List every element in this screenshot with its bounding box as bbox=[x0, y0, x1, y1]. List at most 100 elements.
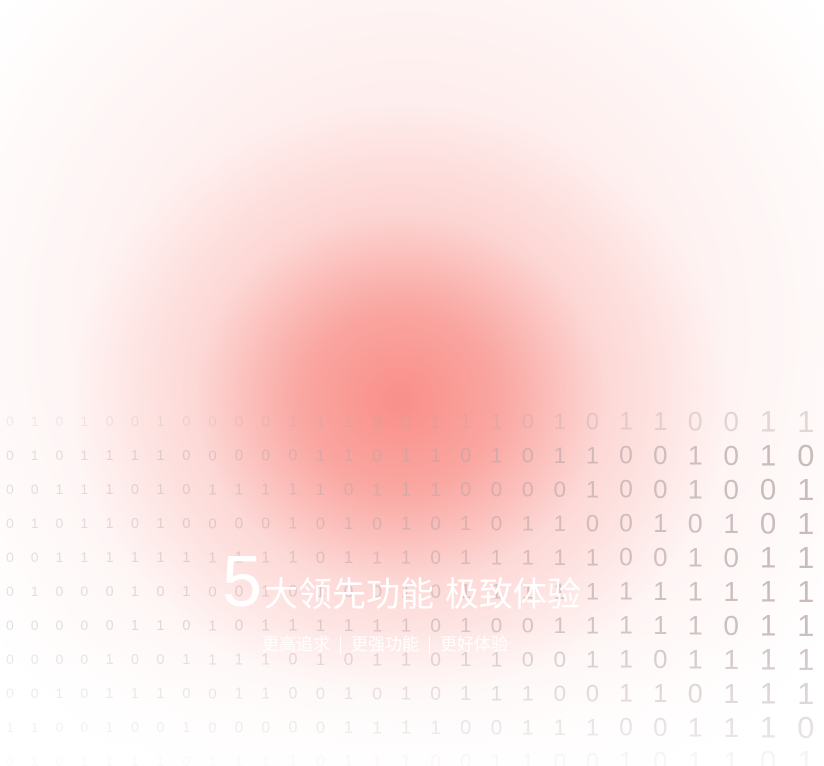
binary-digit: 0 bbox=[31, 481, 39, 497]
binary-digit: 0 bbox=[208, 719, 216, 736]
binary-digit: 0 bbox=[430, 582, 441, 603]
binary-digit: 1 bbox=[261, 482, 270, 499]
binary-digit: 1 bbox=[106, 550, 114, 566]
binary-digit: 1 bbox=[156, 448, 164, 464]
binary-digit: 1 bbox=[401, 615, 411, 636]
binary-digit: 1 bbox=[235, 651, 244, 668]
binary-digit: 0 bbox=[723, 440, 739, 471]
binary-digit: 1 bbox=[131, 584, 139, 600]
feature-label-3: 更好体验 bbox=[440, 635, 508, 655]
binary-digit: 0 bbox=[372, 581, 382, 601]
binary-digit: 1 bbox=[261, 550, 270, 567]
binary-digit: 0 bbox=[208, 583, 216, 600]
binary-digit: 1 bbox=[401, 547, 411, 568]
binary-digit: 1 bbox=[586, 613, 599, 639]
binary-digit: 1 bbox=[491, 750, 503, 766]
binary-digit: 1 bbox=[80, 413, 88, 429]
binary-digit: 1 bbox=[688, 746, 703, 766]
binary-digit: 0 bbox=[460, 717, 471, 739]
binary-digit: 0 bbox=[401, 411, 411, 432]
binary-digit: 0 bbox=[182, 754, 190, 766]
binary-digit: 0 bbox=[288, 447, 297, 465]
binary-digit: 1 bbox=[372, 479, 382, 499]
binary-digit: 1 bbox=[208, 753, 216, 766]
binary-digit: 0 bbox=[797, 438, 814, 473]
binary-digit: 0 bbox=[156, 720, 164, 736]
binary-digit: 1 bbox=[344, 513, 354, 533]
binary-digit: 1 bbox=[208, 481, 216, 498]
binary-digit: 1 bbox=[430, 446, 441, 467]
binary-digit: 0 bbox=[6, 549, 14, 565]
binary-digit: 1 bbox=[619, 749, 633, 766]
binary-digit: 1 bbox=[80, 515, 88, 531]
binary-digit: 0 bbox=[619, 443, 633, 470]
binary-digit: 1 bbox=[131, 448, 139, 464]
binary-digit: 0 bbox=[106, 618, 114, 634]
binary-digit: 1 bbox=[797, 506, 814, 541]
binary-digit: 1 bbox=[31, 753, 39, 766]
binary-digit: 1 bbox=[344, 411, 354, 431]
binary-digit: 1 bbox=[208, 651, 216, 668]
binary-digit: 0 bbox=[6, 753, 14, 766]
binary-digit: 0 bbox=[56, 617, 64, 633]
binary-digit: 1 bbox=[182, 720, 190, 736]
binary-digit: 1 bbox=[430, 718, 441, 739]
binary-digit: 0 bbox=[430, 514, 441, 535]
binary-digit: 1 bbox=[401, 513, 411, 534]
binary-digit: 1 bbox=[288, 515, 297, 533]
binary-digit: 1 bbox=[522, 511, 534, 536]
binary-digit: 0 bbox=[288, 719, 297, 737]
binary-digit: 1 bbox=[401, 479, 411, 500]
binary-digit: 0 bbox=[797, 710, 814, 745]
binary-digit: 0 bbox=[554, 749, 567, 766]
binary-digit: 1 bbox=[723, 508, 739, 539]
binary-digit: 0 bbox=[491, 614, 503, 637]
binary-digit: 1 bbox=[344, 547, 354, 567]
binary-digit: 0 bbox=[6, 685, 14, 701]
binary-digit: 1 bbox=[554, 545, 567, 570]
binary-digit: 0 bbox=[430, 684, 441, 705]
separator-2 bbox=[429, 636, 430, 654]
binary-digit: 1 bbox=[491, 410, 503, 433]
binary-digit: 0 bbox=[460, 751, 471, 766]
binary-digit: 0 bbox=[80, 685, 88, 701]
binary-digit: 1 bbox=[344, 717, 354, 737]
binary-digit: 0 bbox=[156, 652, 164, 668]
binary-digit: 0 bbox=[31, 617, 39, 633]
binary-digit: 0 bbox=[131, 414, 139, 430]
binary-digit: 0 bbox=[182, 516, 190, 532]
binary-digit: 1 bbox=[619, 613, 633, 640]
binary-digit: 0 bbox=[586, 409, 599, 435]
binary-digit: 1 bbox=[760, 439, 776, 472]
binary-digit: 0 bbox=[723, 406, 739, 437]
binary-digit: 1 bbox=[430, 480, 441, 501]
binary-digit: 0 bbox=[6, 583, 14, 599]
binary-digit: 1 bbox=[316, 480, 325, 499]
binary-digit: 0 bbox=[6, 617, 14, 633]
binary-digit: 0 bbox=[56, 719, 64, 735]
binary-digit: 1 bbox=[156, 482, 164, 498]
binary-digit: 1 bbox=[208, 549, 216, 566]
binary-digit: 1 bbox=[31, 447, 39, 463]
binary-digit: 1 bbox=[619, 681, 633, 708]
binary-digit: 0 bbox=[80, 583, 88, 599]
binary-digit: 0 bbox=[723, 474, 739, 505]
binary-digit: 1 bbox=[760, 711, 776, 744]
binary-digit: 0 bbox=[586, 749, 599, 766]
binary-digit: 0 bbox=[316, 548, 325, 567]
binary-digit: 0 bbox=[56, 753, 64, 766]
binary-digit: 1 bbox=[653, 578, 667, 606]
binary-digit: 1 bbox=[106, 448, 114, 464]
binary-digit: 0 bbox=[316, 718, 325, 737]
binary-digit: 1 bbox=[261, 686, 270, 703]
binary-digit: 1 bbox=[491, 682, 503, 705]
headline: 5 大领先功能 极致体验 bbox=[222, 546, 581, 618]
binary-digit: 1 bbox=[491, 444, 503, 467]
binary-digit: 0 bbox=[619, 477, 633, 504]
binary-digit: 0 bbox=[106, 584, 114, 600]
binary-digit: 1 bbox=[372, 547, 382, 567]
binary-digit: 1 bbox=[653, 510, 667, 538]
binary-digit: 1 bbox=[430, 412, 441, 433]
binary-digit: 1 bbox=[316, 582, 325, 601]
binary-digit: 0 bbox=[760, 745, 776, 766]
